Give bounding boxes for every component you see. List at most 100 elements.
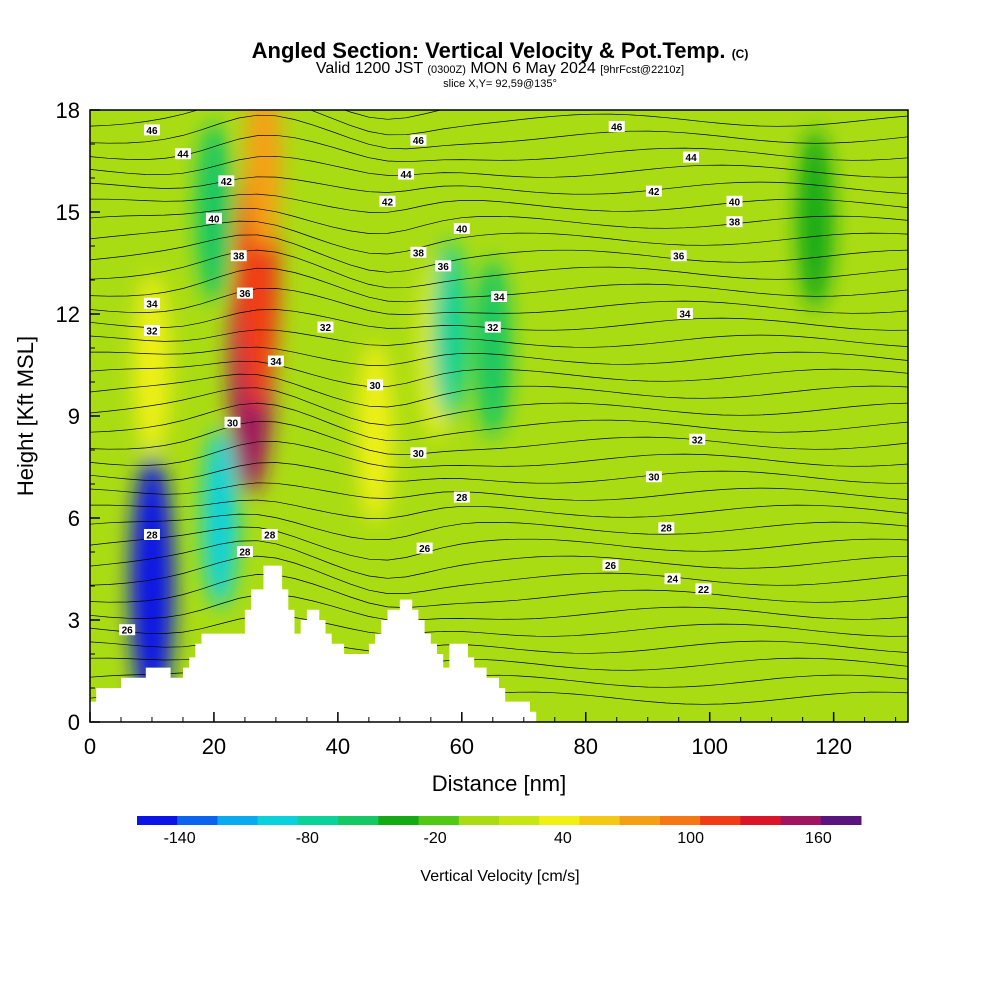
- colorbar-tick-label: -140: [164, 830, 196, 847]
- svg-text:42: 42: [648, 187, 660, 198]
- contour-label: 22: [695, 583, 712, 596]
- isentrope-line: [90, 288, 908, 315]
- colorbar-swatch: [257, 816, 299, 825]
- contour-label: 26: [602, 559, 619, 572]
- colorbar-swatch: [820, 816, 862, 825]
- svg-text:42: 42: [221, 177, 233, 188]
- isentrope-line: [90, 346, 908, 366]
- contour-label: 32: [484, 321, 501, 334]
- isentrope-line: [90, 387, 908, 426]
- valid-time: Valid 1200 JST: [315, 60, 423, 77]
- colorbar-swatch: [338, 816, 379, 825]
- colorbar-swatch: [418, 816, 460, 825]
- x-tick-label: 0: [84, 734, 96, 759]
- colorbar-tick-label: 100: [677, 830, 704, 847]
- svg-text:34: 34: [679, 310, 691, 321]
- contour-label: 44: [398, 168, 415, 181]
- slice-info: slice X,Y= 92,59@135°: [443, 78, 557, 90]
- contour-label: 30: [645, 471, 662, 484]
- colorbar-swatch: [539, 816, 580, 825]
- svg-text:26: 26: [419, 544, 431, 555]
- x-axis-label: Distance [nm]: [432, 771, 567, 796]
- svg-text:32: 32: [320, 323, 332, 334]
- svg-text:26: 26: [122, 626, 134, 637]
- y-tick-label: 6: [68, 506, 80, 531]
- svg-text:36: 36: [239, 289, 251, 300]
- svg-text:42: 42: [382, 197, 394, 208]
- chart-title-unit: (C): [731, 47, 749, 61]
- contour-label: 38: [230, 250, 247, 263]
- contour-label: 40: [205, 212, 222, 225]
- contour-label: 42: [645, 185, 662, 198]
- contour-label: 36: [670, 250, 687, 263]
- isentrope-line: [90, 594, 908, 621]
- svg-text:36: 36: [438, 262, 450, 273]
- colorbar-tick-label: 160: [805, 830, 832, 847]
- contour-label: 34: [491, 291, 507, 304]
- isentrope-line: [90, 110, 908, 136]
- colorbar-swatch: [659, 816, 701, 825]
- contour-label: 34: [267, 355, 284, 368]
- colorbar-swatch: [297, 816, 339, 825]
- contour-label: 32: [317, 321, 334, 334]
- y-tick-label: 12: [56, 302, 80, 327]
- colorbar-swatch: [217, 816, 259, 825]
- svg-text:30: 30: [227, 418, 239, 429]
- contour-label: 40: [726, 195, 743, 208]
- velocity-feature-11: [797, 128, 834, 309]
- contour-label: 28: [143, 529, 160, 542]
- svg-text:46: 46: [413, 136, 425, 147]
- y-tick-label: 9: [68, 404, 80, 429]
- isentrope-line: [90, 513, 908, 541]
- svg-text:36: 36: [673, 252, 685, 263]
- svg-text:40: 40: [208, 214, 220, 225]
- chart-title-text: Angled Section: Vertical Velocity & Pot.…: [251, 38, 726, 63]
- isentrope-line: [90, 499, 908, 519]
- isentrope-line: [90, 193, 908, 213]
- svg-text:32: 32: [146, 327, 158, 338]
- contour-label: 24: [664, 573, 681, 586]
- colorbar-swatch: [780, 816, 822, 825]
- svg-text:30: 30: [648, 473, 660, 484]
- isentrope-line: [90, 249, 908, 289]
- isentrope-line: [90, 420, 908, 456]
- contour-label: 36: [435, 260, 452, 273]
- x-tick-label: 40: [326, 734, 350, 759]
- contour-label: 30: [224, 416, 241, 429]
- svg-text:22: 22: [698, 585, 710, 596]
- x-tick-label: 80: [574, 734, 598, 759]
- isentrope-line: [90, 360, 908, 387]
- isentrope-line: [90, 373, 908, 408]
- x-tick-label: 20: [202, 734, 226, 759]
- svg-text:30: 30: [369, 381, 381, 392]
- svg-text:44: 44: [686, 153, 698, 164]
- chart-subtitle: Valid 1200 JST (0300Z) MON 6 May 2024 [9…: [0, 60, 1000, 78]
- colorbar-swatch: [619, 816, 661, 825]
- y-tick-label: 0: [68, 710, 80, 735]
- velocity-feature-2: [245, 110, 282, 251]
- isentrope-line: [90, 134, 908, 163]
- valid-date: MON 6 May 2024: [470, 60, 596, 77]
- isentrope-line: [90, 540, 908, 579]
- colorbar-tick-label: 40: [554, 830, 572, 847]
- svg-text:30: 30: [413, 449, 425, 460]
- contour-label: 34: [676, 308, 693, 321]
- x-tick-label: 120: [815, 734, 852, 759]
- contour-label: 46: [143, 124, 160, 137]
- svg-text:28: 28: [456, 493, 468, 504]
- svg-text:34: 34: [493, 293, 505, 304]
- isentrope-line: [90, 615, 908, 637]
- contour-label: 28: [658, 522, 675, 535]
- svg-text:38: 38: [413, 248, 425, 259]
- colorbar-label: Vertical Velocity [cm/s]: [420, 868, 579, 885]
- valid-zulu: (0300Z): [427, 64, 466, 76]
- svg-text:34: 34: [270, 357, 282, 368]
- colorbar-swatch: [499, 816, 540, 825]
- colorbar-tick-label: -20: [424, 830, 447, 847]
- svg-text:38: 38: [233, 252, 245, 263]
- contour-label: 26: [416, 542, 433, 555]
- isentrope-line: [90, 329, 908, 348]
- contour-label: 30: [367, 379, 384, 392]
- contour-label: 46: [608, 121, 625, 134]
